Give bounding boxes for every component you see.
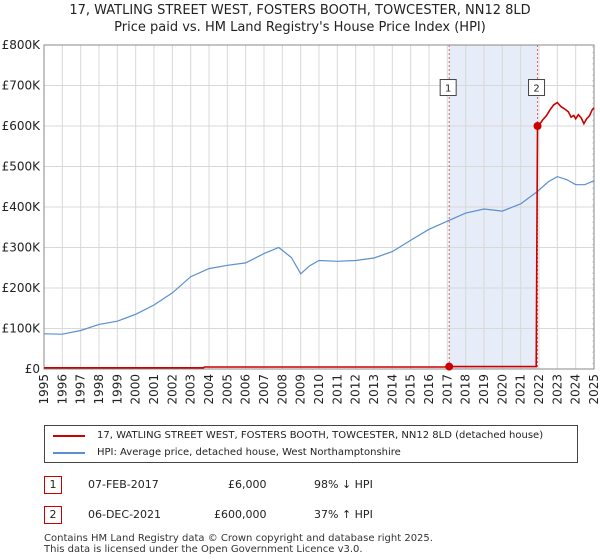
- x-tick-label: 2023: [550, 374, 564, 405]
- legend-entry-property: 17, WATLING STREET WEST, FOSTERS BOOTH, …: [53, 430, 543, 441]
- x-tick-label: 2008: [275, 374, 289, 405]
- legend-label-hpi: HPI: Average price, detached house, West…: [97, 447, 401, 458]
- x-tick-label: 2025: [587, 374, 600, 405]
- x-tick-label: 1996: [55, 374, 69, 405]
- sale-label-box: [528, 79, 546, 97]
- property-price-line: [44, 101, 595, 369]
- x-tick-label: 2007: [257, 374, 271, 405]
- legend-swatch-property: [53, 434, 85, 437]
- y-tick-label: £600K: [2, 119, 42, 133]
- sale-label: 2: [533, 84, 539, 95]
- legend: 17, WATLING STREET WEST, FOSTERS BOOTH, …: [44, 425, 578, 463]
- x-tick-label: 1999: [110, 374, 124, 405]
- legend-swatch-hpi: [53, 451, 85, 454]
- footer-licence: This data is licensed under the Open Gov…: [44, 544, 363, 555]
- x-tick-label: 2020: [495, 374, 509, 405]
- x-tick-label: 2010: [312, 374, 326, 405]
- sale-label: 1: [445, 84, 451, 95]
- y-tick-label: £200K: [2, 281, 42, 295]
- x-tick-label: 2015: [404, 374, 418, 405]
- transaction-date: 07-FEB-2017: [88, 478, 159, 491]
- y-tick-label: £700K: [2, 79, 42, 93]
- transaction-price: £600,000: [214, 508, 267, 521]
- x-tick-label: 2016: [422, 374, 436, 405]
- transaction-hpi: 98% ↓ HPI: [314, 478, 373, 491]
- legend-label-property: 17, WATLING STREET WEST, FOSTERS BOOTH, …: [97, 430, 544, 441]
- x-tick-label: 2001: [147, 374, 161, 405]
- x-tick-label: 2003: [184, 374, 198, 405]
- y-tick-label: £800K: [2, 38, 42, 52]
- x-tick-label: 2006: [239, 374, 253, 405]
- x-tick-label: 1995: [37, 374, 51, 405]
- x-tick-label: 2005: [220, 374, 234, 405]
- chart-title: 17, WATLING STREET WEST, FOSTERS BOOTH, …: [69, 3, 531, 18]
- x-tick-label: 2000: [129, 374, 143, 405]
- forecast-hatch: [592, 45, 594, 369]
- sale-point: [445, 362, 454, 371]
- y-tick-label: £400K: [2, 200, 42, 214]
- x-tick-label: 2004: [202, 374, 216, 405]
- sale-point: [533, 122, 542, 130]
- y-tick-label: £100K: [2, 322, 42, 336]
- x-tick-label: 1998: [92, 374, 106, 405]
- x-tick-label: 2012: [349, 374, 363, 405]
- transaction-hpi: 37% ↑ HPI: [314, 508, 373, 521]
- footer-copyright: Contains HM Land Registry data © Crown c…: [44, 533, 433, 544]
- footer: Contains HM Land Registry data © Crown c…: [44, 533, 433, 555]
- transaction-badge: 1: [44, 476, 62, 494]
- chart-subtitle: Price paid vs. HM Land Registry's House …: [114, 20, 486, 35]
- legend-entry-hpi: HPI: Average price, detached house, West…: [53, 447, 401, 458]
- x-tick-label: 2018: [459, 374, 473, 405]
- transaction-date: 06-DEC-2021: [88, 508, 162, 521]
- sale-label-box: [439, 79, 457, 97]
- y-tick-label: £500K: [2, 160, 42, 174]
- x-tick-label: 2019: [477, 374, 491, 405]
- x-tick-label: 2011: [330, 374, 344, 405]
- x-tick-label: 2013: [367, 374, 381, 405]
- y-tick-label: £0: [25, 362, 40, 376]
- transaction-row: 2 06-DEC-2021 £600,000 37% ↑ HPI: [44, 506, 584, 524]
- x-tick-label: 2017: [440, 374, 454, 405]
- hpi-line: [43, 175, 595, 335]
- x-tick-label: 2009: [294, 374, 308, 405]
- x-tick-label: 2014: [385, 374, 399, 405]
- x-tick-label: 1997: [74, 374, 88, 405]
- x-tick-label: 2024: [569, 374, 583, 405]
- x-tick-label: 2021: [514, 374, 528, 405]
- x-tick-label: 2022: [532, 374, 546, 405]
- transaction-price: £6,000: [228, 478, 267, 491]
- plot-frame: [43, 44, 595, 370]
- transaction-row: 1 07-FEB-2017 £6,000 98% ↓ HPI: [44, 476, 584, 494]
- price-chart: 1 2 £0 £100K £200K £300K £400K £500K £600K £700K £…: [2, 38, 600, 405]
- y-tick-label: £300K: [2, 241, 42, 255]
- x-tick-label: 2002: [165, 374, 179, 405]
- transaction-badge: 2: [44, 506, 62, 524]
